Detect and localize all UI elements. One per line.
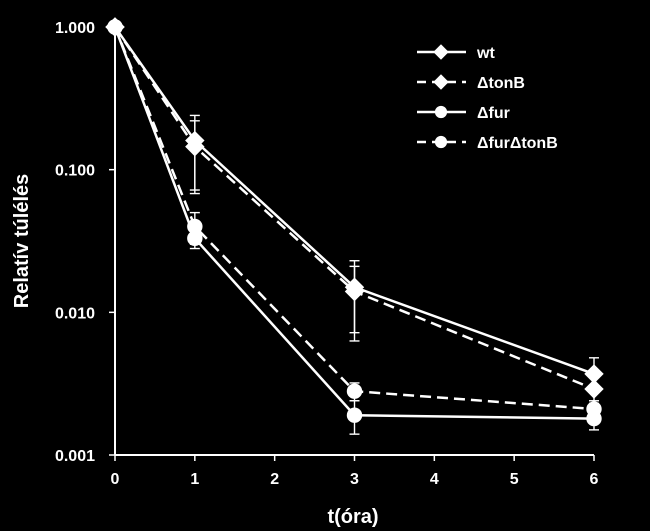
error-bars — [189, 114, 599, 435]
x-tick-label: 4 — [430, 471, 439, 488]
legend: wt ΔtonB Δfur ΔfurΔtonB — [417, 44, 558, 152]
legend-label: wt — [476, 45, 495, 62]
data-point — [586, 401, 602, 417]
tick-labels: 0 1 2 3 4 5 6 0.001 0.010 0.100 1.000 — [55, 20, 599, 488]
y-tick-label: 0.100 — [55, 163, 95, 180]
series-line-2 — [113, 26, 595, 420]
data-point — [185, 136, 205, 157]
y-tick-label: 0.010 — [55, 305, 95, 322]
data-point — [584, 379, 604, 399]
x-tick-label: 1 — [190, 471, 199, 488]
data-point — [344, 281, 365, 302]
series-markers — [105, 17, 604, 427]
data-point — [187, 218, 203, 235]
y-tick-label: 0.001 — [55, 448, 95, 465]
x-axis-title: t(óra) — [327, 506, 378, 528]
legend-marker — [433, 44, 449, 60]
series-line-1 — [113, 26, 595, 391]
x-tick-label: 2 — [270, 471, 279, 488]
x-tick-label: 3 — [350, 471, 359, 488]
legend-label: Δfur — [477, 105, 510, 122]
series-lines — [113, 26, 595, 420]
legend-label: ΔtonB — [477, 75, 525, 92]
y-tick-label: 1.000 — [55, 20, 95, 37]
series-line-0 — [113, 26, 595, 376]
series-line-3 — [113, 26, 595, 411]
data-point — [346, 407, 363, 423]
x-tick-label: 6 — [590, 471, 599, 488]
legend-marker — [433, 74, 449, 90]
legend-label: ΔfurΔtonB — [477, 135, 558, 152]
legend-marker — [434, 135, 448, 149]
ticks — [109, 26, 595, 461]
x-tick-label: 5 — [510, 471, 519, 488]
legend-marker — [434, 105, 448, 119]
data-point — [346, 383, 363, 399]
y-axis-title: Relatív túlélés — [11, 174, 33, 309]
x-tick-label: 0 — [111, 471, 120, 488]
